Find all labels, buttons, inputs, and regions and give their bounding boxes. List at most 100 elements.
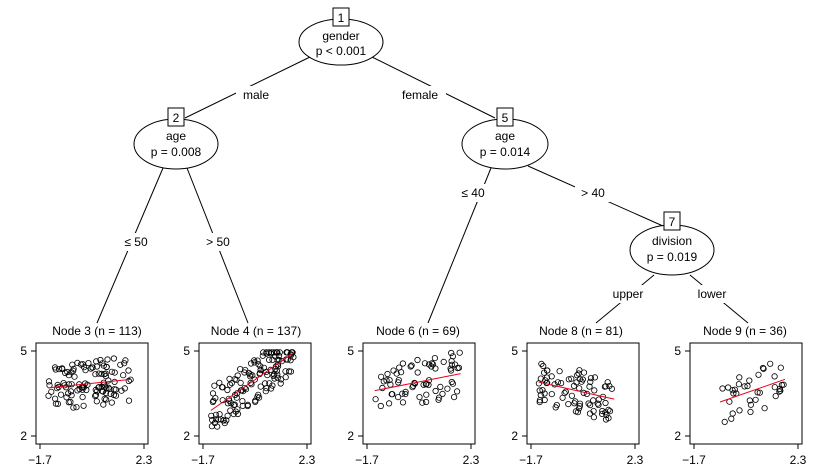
data-point [541,396,548,404]
edge-label-le-40: ≤ 40 [461,186,485,200]
node-id: 5 [502,111,509,125]
data-point [237,379,244,386]
data-point [252,398,259,405]
data-point [396,364,403,371]
data-point [586,401,594,409]
y-tick-label: 5 [674,344,681,358]
node-variable: gender [322,29,359,43]
data-point [771,373,778,380]
inner-node-7: 7 division p = 0.019 [629,211,715,276]
data-point [208,412,215,419]
data-point [380,378,387,385]
data-point [247,373,254,380]
data-point [431,354,438,362]
data-point [603,411,610,419]
node-id-box [167,107,185,127]
data-point [450,393,458,401]
data-point [437,383,444,390]
data-point [559,394,566,401]
data-point [419,399,426,406]
data-point [575,405,583,412]
data-point [285,368,293,375]
terminal-node-4: Node 4 (n = 137) [198,324,312,445]
data-point [224,412,231,419]
data-point [121,360,128,367]
data-point [251,376,258,383]
data-point [416,393,423,401]
data-point [570,382,578,389]
data-point [729,410,736,417]
data-point [283,349,291,356]
data-point [456,349,463,356]
y-tick-label: 2 [511,429,518,443]
node-id: 7 [669,215,676,229]
data-point [772,392,779,400]
data-point [80,402,87,409]
data-point [251,357,258,364]
data-point [282,368,289,375]
data-point [54,400,62,407]
data-point [568,375,575,382]
data-point [89,364,96,371]
data-point [394,393,402,401]
data-point [248,360,255,367]
data-point [257,383,264,390]
data-point [606,407,614,415]
data-point [587,378,594,385]
fit-line [210,352,295,411]
data-point [226,381,234,388]
data-point [562,388,569,395]
data-point [125,377,132,385]
edge-label-le-50: ≤ 50 [124,235,148,249]
data-point [52,366,59,373]
data-point [102,389,110,397]
data-point [548,390,555,398]
data-point [93,358,100,365]
data-point [85,359,92,367]
terminal-node-9: Node 9 (n = 36) [689,324,803,445]
data-point [122,357,129,364]
data-point [58,365,66,372]
data-point [760,365,767,372]
data-point [544,367,551,374]
data-point [239,397,246,405]
data-point [216,379,223,386]
data-point [780,381,787,388]
inner-node-5: 5 age p = 0.014 [461,107,549,170]
data-point [604,379,611,386]
data-point [767,360,774,367]
data-point [221,419,228,427]
data-point [744,382,751,390]
data-point [439,390,446,397]
data-point [735,381,743,388]
data-point [287,351,294,358]
data-point [747,401,755,408]
data-point [432,365,439,372]
data-point [101,395,108,402]
data-point [287,357,294,364]
data-point [590,407,597,415]
data-point [591,387,598,394]
data-point [591,374,599,381]
data-point [224,386,231,394]
data-point [277,380,284,387]
data-point [557,379,565,387]
data-point [245,369,252,377]
x-tick-label: −1.7 [519,453,543,467]
data-point [447,365,454,372]
data-point [267,385,275,392]
data-point [108,368,116,375]
data-point [234,372,241,379]
data-point [255,391,262,398]
data-point [539,386,546,394]
data-point [724,384,732,391]
data-point [211,382,218,389]
data-point [551,381,558,388]
edge-label-gt-50: > 50 [206,235,230,249]
data-point [542,377,549,384]
data-point [580,369,588,376]
edge-label-gt-40: > 40 [581,186,605,200]
data-point [269,356,276,363]
data-point [729,387,736,394]
